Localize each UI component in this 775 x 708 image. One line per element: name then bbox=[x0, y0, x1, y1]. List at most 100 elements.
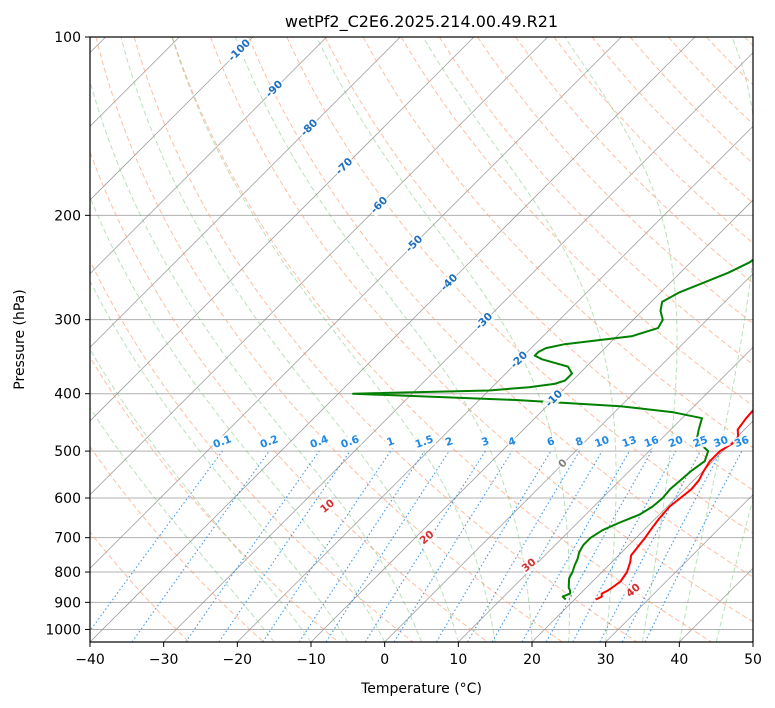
mixing-ratio-label: 30 bbox=[712, 434, 730, 450]
dry-adiabat-line bbox=[95, 37, 563, 642]
isotherm-gridline bbox=[90, 37, 475, 422]
isotherm-label-bg bbox=[225, 37, 254, 65]
mixing-ratio-line bbox=[262, 450, 392, 642]
y-tick-label: 400 bbox=[54, 387, 81, 403]
x-tick-label: 10 bbox=[449, 652, 467, 668]
isotherm-label-bg bbox=[542, 387, 566, 411]
y-tick-label: 300 bbox=[54, 313, 81, 329]
mixing-ratio-label: 8 bbox=[574, 435, 585, 449]
x-tick-label: −10 bbox=[296, 652, 326, 668]
dry-adiabat-line bbox=[400, 37, 753, 407]
mixing-ratio-line bbox=[90, 450, 223, 632]
mixing-ratio-label-bg bbox=[711, 433, 731, 451]
moist-adiabat-line bbox=[234, 37, 533, 642]
y-tick-label: 900 bbox=[54, 595, 81, 611]
moist-adiabat-line bbox=[316, 37, 571, 642]
mixing-ratio-label: 0.1 bbox=[212, 433, 234, 451]
isotherm-gridline bbox=[163, 52, 753, 642]
dry-adiabat-label-bg bbox=[317, 496, 338, 517]
chart-title: wetPf2_C2E6.2025.214.00.49.R21 bbox=[285, 12, 558, 32]
dry-adiabat-line bbox=[248, 37, 753, 578]
isotherm-gridline bbox=[90, 37, 254, 201]
x-tick-label: 40 bbox=[670, 652, 688, 668]
mixing-ratio-line bbox=[393, 450, 513, 642]
isotherm-label-bg bbox=[262, 77, 287, 101]
x-tick-label: −20 bbox=[223, 652, 253, 668]
mixing-ratio-label-bg bbox=[478, 434, 492, 450]
mixing-ratio-line bbox=[298, 450, 425, 642]
x-axis-label: Temperature (°C) bbox=[360, 681, 482, 697]
dry-adiabat-line bbox=[133, 37, 638, 642]
mixing-ratio-label-bg bbox=[257, 432, 282, 452]
mixing-ratio-label: 0.2 bbox=[259, 433, 281, 451]
mixing-ratio-label-bg bbox=[572, 434, 586, 450]
mixing-ratio-label-bg bbox=[338, 432, 362, 452]
background-lines bbox=[90, 37, 753, 642]
mixing-ratio-label: 4 bbox=[507, 435, 518, 449]
mixing-ratio-label-bg bbox=[210, 432, 235, 452]
dry-adiabat-line bbox=[438, 37, 753, 366]
isotherm-gridline bbox=[90, 37, 622, 569]
x-tick-label: −30 bbox=[149, 652, 179, 668]
axis-ticks: −40 −30 −20 −10 0 10 20 30 40 5010020030040050060… bbox=[45, 30, 762, 668]
dry-adiabat-line bbox=[210, 37, 753, 623]
mixing-ratio-label: 20 bbox=[667, 434, 685, 450]
mixing-ratio-label: 6 bbox=[545, 435, 556, 449]
dry-adiabat-line bbox=[90, 356, 339, 642]
mixing-ratio-label-bg bbox=[307, 432, 332, 452]
y-tick-label: 500 bbox=[54, 444, 81, 460]
dry-adiabat-line bbox=[90, 259, 414, 642]
dry-adiabat-line bbox=[171, 37, 712, 642]
moist-adiabat-line bbox=[678, 37, 753, 642]
mixing-ratio-label: 2 bbox=[444, 435, 455, 449]
isotherm-gridline bbox=[90, 37, 327, 275]
mixing-ratio-label: 0.4 bbox=[309, 433, 331, 451]
dry-adiabat-line bbox=[515, 37, 753, 284]
y-axis-label: Pressure (hPa) bbox=[12, 289, 28, 389]
mixing-ratio-line bbox=[521, 450, 630, 642]
y-tick-label: 600 bbox=[54, 491, 81, 507]
moist-adiabat-line bbox=[715, 497, 753, 642]
moist-adiabat-line bbox=[564, 37, 678, 642]
dry-adiabat-line bbox=[553, 37, 753, 244]
x-tick-label: 30 bbox=[597, 652, 615, 668]
mixing-ratio-label: 36 bbox=[733, 434, 751, 450]
isotherm-gridline bbox=[605, 494, 753, 642]
isotherm-label-bg bbox=[472, 309, 496, 334]
isotherm-label-bg bbox=[367, 193, 391, 217]
mixing-ratio-label-bg bbox=[384, 434, 398, 450]
x-tick-label: 20 bbox=[523, 652, 541, 668]
mixing-ratio-label: 10 bbox=[593, 434, 611, 450]
isotherm-gridline bbox=[90, 37, 401, 348]
x-tick-label: −40 bbox=[75, 652, 105, 668]
moist-adiabat-line bbox=[171, 37, 496, 642]
y-tick-label: 800 bbox=[54, 565, 81, 581]
temperature-profile-line bbox=[595, 408, 753, 601]
series-lines bbox=[352, 258, 753, 601]
isotherm-label-bg bbox=[402, 232, 426, 256]
mixing-ratio-label-bg bbox=[641, 433, 662, 451]
plot-frame bbox=[89, 36, 754, 643]
isotherm-label-bg bbox=[507, 348, 531, 372]
mixing-ratio-line bbox=[572, 450, 677, 642]
y-tick-label: 700 bbox=[54, 531, 81, 547]
mixing-ratio-line bbox=[185, 450, 320, 642]
y-tick-label: 100 bbox=[54, 30, 81, 46]
isotherm-label-bg bbox=[332, 154, 357, 179]
mixing-ratio-label: 16 bbox=[643, 434, 661, 450]
mixing-ratio-label-bg bbox=[731, 433, 752, 451]
isotherm-gridline bbox=[458, 346, 753, 642]
mixing-ratio-label-bg bbox=[619, 433, 640, 451]
mixing-ratio-line bbox=[325, 450, 450, 642]
mixing-ratio-label-bg bbox=[592, 433, 612, 451]
moist-adiabat-line bbox=[422, 37, 617, 642]
moist-adiabat-line bbox=[90, 195, 386, 642]
zero-isotherm-label-bg bbox=[555, 456, 571, 472]
mixing-ratio-label-bg bbox=[412, 432, 437, 452]
isotherm-gridline bbox=[531, 420, 753, 642]
y-tick-label: 200 bbox=[54, 208, 81, 224]
mixing-ratio-label: 3 bbox=[480, 435, 491, 449]
mixing-ratio-line bbox=[545, 450, 653, 642]
mixing-ratio-label: 1.5 bbox=[414, 433, 436, 451]
